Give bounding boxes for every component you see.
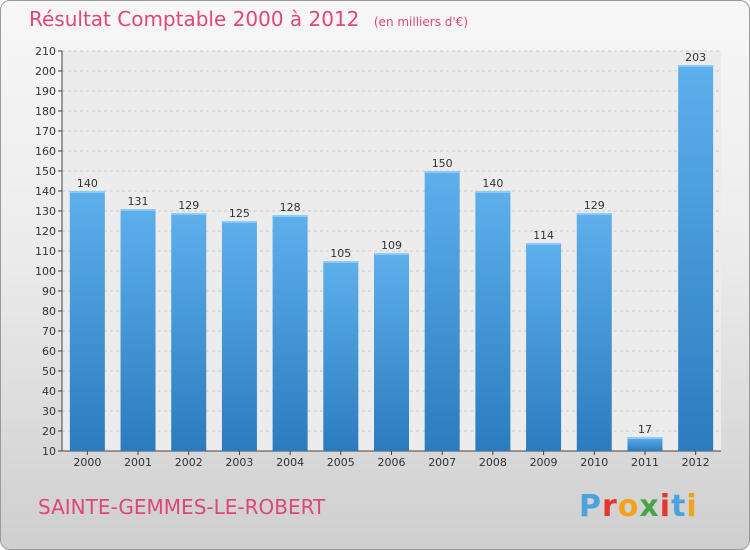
y-tick-label: 170 [35,125,56,138]
x-tick-label: 2008 [479,456,507,469]
y-tick-label: 160 [35,145,56,158]
y-tick-label: 150 [35,165,56,178]
y-tick-label: 140 [35,185,56,198]
y-tick-label: 110 [35,245,56,258]
bar [120,209,156,451]
y-tick-label: 120 [35,225,56,238]
bar-highlight [424,171,460,173]
bar [576,213,612,451]
bar-value-label: 17 [638,423,652,436]
bar [221,221,257,451]
bar [272,215,308,451]
bar-value-label: 105 [330,247,351,260]
x-tick-label: 2002 [175,456,203,469]
commune-name: SAINTE-GEMMES-LE-ROBERT [38,495,326,519]
title-row: Résultat Comptable 2000 à 2012 (en milli… [29,7,468,31]
chart-title: Résultat Comptable 2000 à 2012 [29,7,360,31]
y-tick-label: 30 [42,405,56,418]
brand-letter: t [671,489,687,524]
bar [678,65,714,451]
y-tick-label: 40 [42,385,56,398]
x-tick-label: 2001 [124,456,152,469]
bar-value-label: 109 [381,239,402,252]
y-tick-label: 90 [42,285,56,298]
x-tick-label: 2011 [631,456,659,469]
brand-letter: x [639,489,660,524]
y-tick-label: 100 [35,265,56,278]
data-labels: 140 131 129 125 128 105 109 150 140 114 129 17 203 [77,51,706,436]
bar-highlight [678,65,714,67]
bar-highlight [120,209,156,211]
bar-highlight [374,253,409,255]
y-tick-label: 130 [35,205,56,218]
bar-value-label: 140 [77,177,98,190]
y-tick-label: 10 [42,445,56,458]
brand-letter: o [617,489,640,524]
y-tick-label: 200 [35,65,56,78]
bar-value-label: 129 [584,199,605,212]
bar-value-label: 131 [128,195,149,208]
brand-letter: i [686,489,698,524]
y-tick-label: 210 [35,45,56,58]
bar [627,437,663,451]
bars [69,65,714,451]
bar-value-label: 203 [685,51,706,64]
x-tick-label: 2010 [580,456,608,469]
y-tick-label: 190 [35,85,56,98]
y-tick-label: 80 [42,305,56,318]
x-tick-label: 2003 [225,456,253,469]
x-tick-label: 2009 [530,456,558,469]
bar [323,261,359,451]
brand-letter: r [602,489,618,524]
bar-highlight [627,437,663,439]
bar-value-label: 125 [229,207,250,220]
y-tick-label: 70 [42,325,56,338]
bar [69,191,105,451]
x-tick-label: 2004 [276,456,304,469]
bar-value-label: 150 [432,157,453,170]
bar-highlight [526,243,562,245]
bar [526,243,562,451]
x-tick-label: 2012 [682,456,710,469]
brand-logo: Proxiti [579,489,698,524]
bar-highlight [221,221,257,223]
y-tick-label: 180 [35,105,56,118]
bar-value-label: 129 [178,199,199,212]
y-tick-label: 60 [42,345,56,358]
bar-highlight [272,215,308,217]
bar-highlight [576,213,612,215]
bar [475,191,511,451]
brand-letter: P [579,489,602,524]
chart-unit-label: (en milliers d'€) [373,15,468,29]
bar-highlight [323,261,359,263]
bar [424,171,460,451]
y-tick-label: 50 [42,365,56,378]
x-tick-label: 2006 [378,456,406,469]
bar-value-label: 114 [533,229,554,242]
x-tick-label: 2005 [327,456,355,469]
bar-highlight [69,191,105,193]
bar [374,253,409,451]
x-tick-label: 2000 [73,456,101,469]
bar-value-label: 128 [280,201,301,214]
y-tick-label: 20 [42,425,56,438]
bar-value-label: 140 [482,177,503,190]
bar-highlight [171,213,207,215]
brand-letter: i [659,489,672,524]
bar [171,213,207,451]
bar-highlight [475,191,511,193]
x-tick-label: 2007 [428,456,456,469]
